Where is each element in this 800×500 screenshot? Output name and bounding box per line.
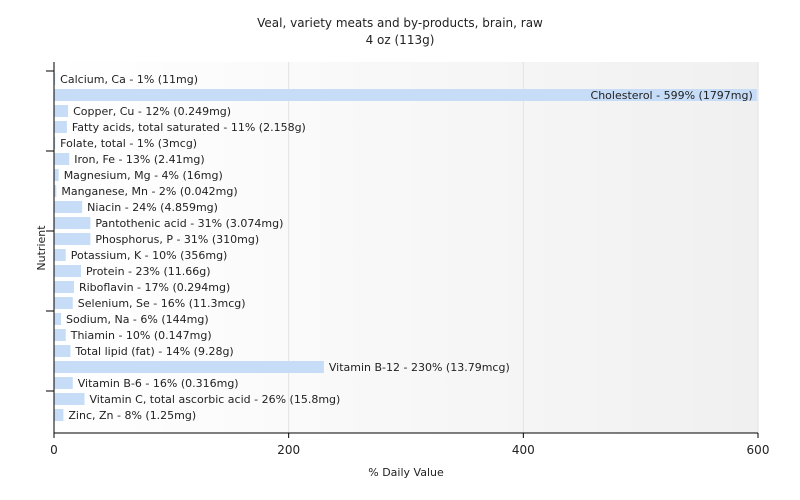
- bar: [54, 377, 73, 389]
- bar: [54, 281, 74, 293]
- bar-label: Selenium, Se - 16% (11.3mcg): [78, 297, 246, 310]
- bar: [54, 121, 67, 133]
- bar-label: Manganese, Mn - 2% (0.042mg): [61, 185, 237, 198]
- bar-label: Sodium, Na - 6% (144mg): [66, 313, 209, 326]
- bar-label: Copper, Cu - 12% (0.249mg): [73, 105, 231, 118]
- y-axis-label: Nutrient: [35, 225, 48, 271]
- bar-layer: Calcium, Ca - 1% (11mg) Cholesterol - 599…: [54, 73, 757, 422]
- bar: [54, 329, 66, 341]
- bar: [54, 153, 70, 165]
- bar-label: Folate, total - 1% (3mcg): [60, 137, 197, 150]
- bar-label: Calcium, Ca - 1% (11mg): [60, 73, 198, 86]
- bar: [54, 265, 81, 277]
- bar: [54, 313, 62, 325]
- bar-label: Niacin - 24% (4.859mg): [87, 201, 218, 214]
- x-axis-label: % Daily Value: [368, 466, 444, 479]
- bar: [54, 409, 64, 421]
- bar: [54, 297, 73, 309]
- bar: [54, 217, 91, 229]
- bar: [54, 393, 85, 405]
- bar-label: Total lipid (fat) - 14% (9.28g): [74, 345, 233, 358]
- bar-label: Riboflavin - 17% (0.294mg): [79, 281, 230, 294]
- bar-label: Iron, Fe - 13% (2.41mg): [74, 153, 204, 166]
- chart-subtitle: 4 oz (113g): [366, 33, 435, 47]
- bar: [54, 233, 91, 245]
- bar-label: Zinc, Zn - 8% (1.25mg): [68, 409, 196, 422]
- bar: [54, 201, 83, 213]
- bar-label: Cholesterol - 599% (1797mg): [591, 89, 753, 102]
- bar: [54, 89, 757, 101]
- bar: [54, 137, 56, 149]
- axis-layer: 0 200 400 600: [46, 62, 769, 457]
- bar: [54, 73, 56, 85]
- bar: [54, 345, 71, 357]
- x-tick-label: 0: [50, 443, 58, 457]
- bar-label: Fatty acids, total saturated - 11% (2.15…: [72, 121, 306, 134]
- bar: [54, 169, 59, 181]
- chart-title: Veal, variety meats and by-products, bra…: [257, 16, 543, 30]
- bar-label: Magnesium, Mg - 4% (16mg): [64, 169, 223, 182]
- bar: [54, 249, 66, 261]
- bar-label: Vitamin B-6 - 16% (0.316mg): [78, 377, 239, 390]
- x-tick-label: 200: [277, 443, 300, 457]
- bar-label: Vitamin B-12 - 230% (13.79mcg): [329, 361, 510, 374]
- bar-label: Thiamin - 10% (0.147mg): [70, 329, 212, 342]
- bar-label: Phosphorus, P - 31% (310mg): [95, 233, 259, 246]
- bar-label: Potassium, K - 10% (356mg): [71, 249, 228, 262]
- x-tick-label: 400: [512, 443, 535, 457]
- bar: [54, 185, 57, 197]
- bar: [54, 361, 324, 373]
- bar-label: Pantothenic acid - 31% (3.074mg): [95, 217, 283, 230]
- bar: [54, 105, 69, 117]
- x-tick-label: 600: [747, 443, 770, 457]
- bar-label: Protein - 23% (11.66g): [86, 265, 211, 278]
- bar-label: Vitamin C, total ascorbic acid - 26% (15…: [90, 393, 341, 406]
